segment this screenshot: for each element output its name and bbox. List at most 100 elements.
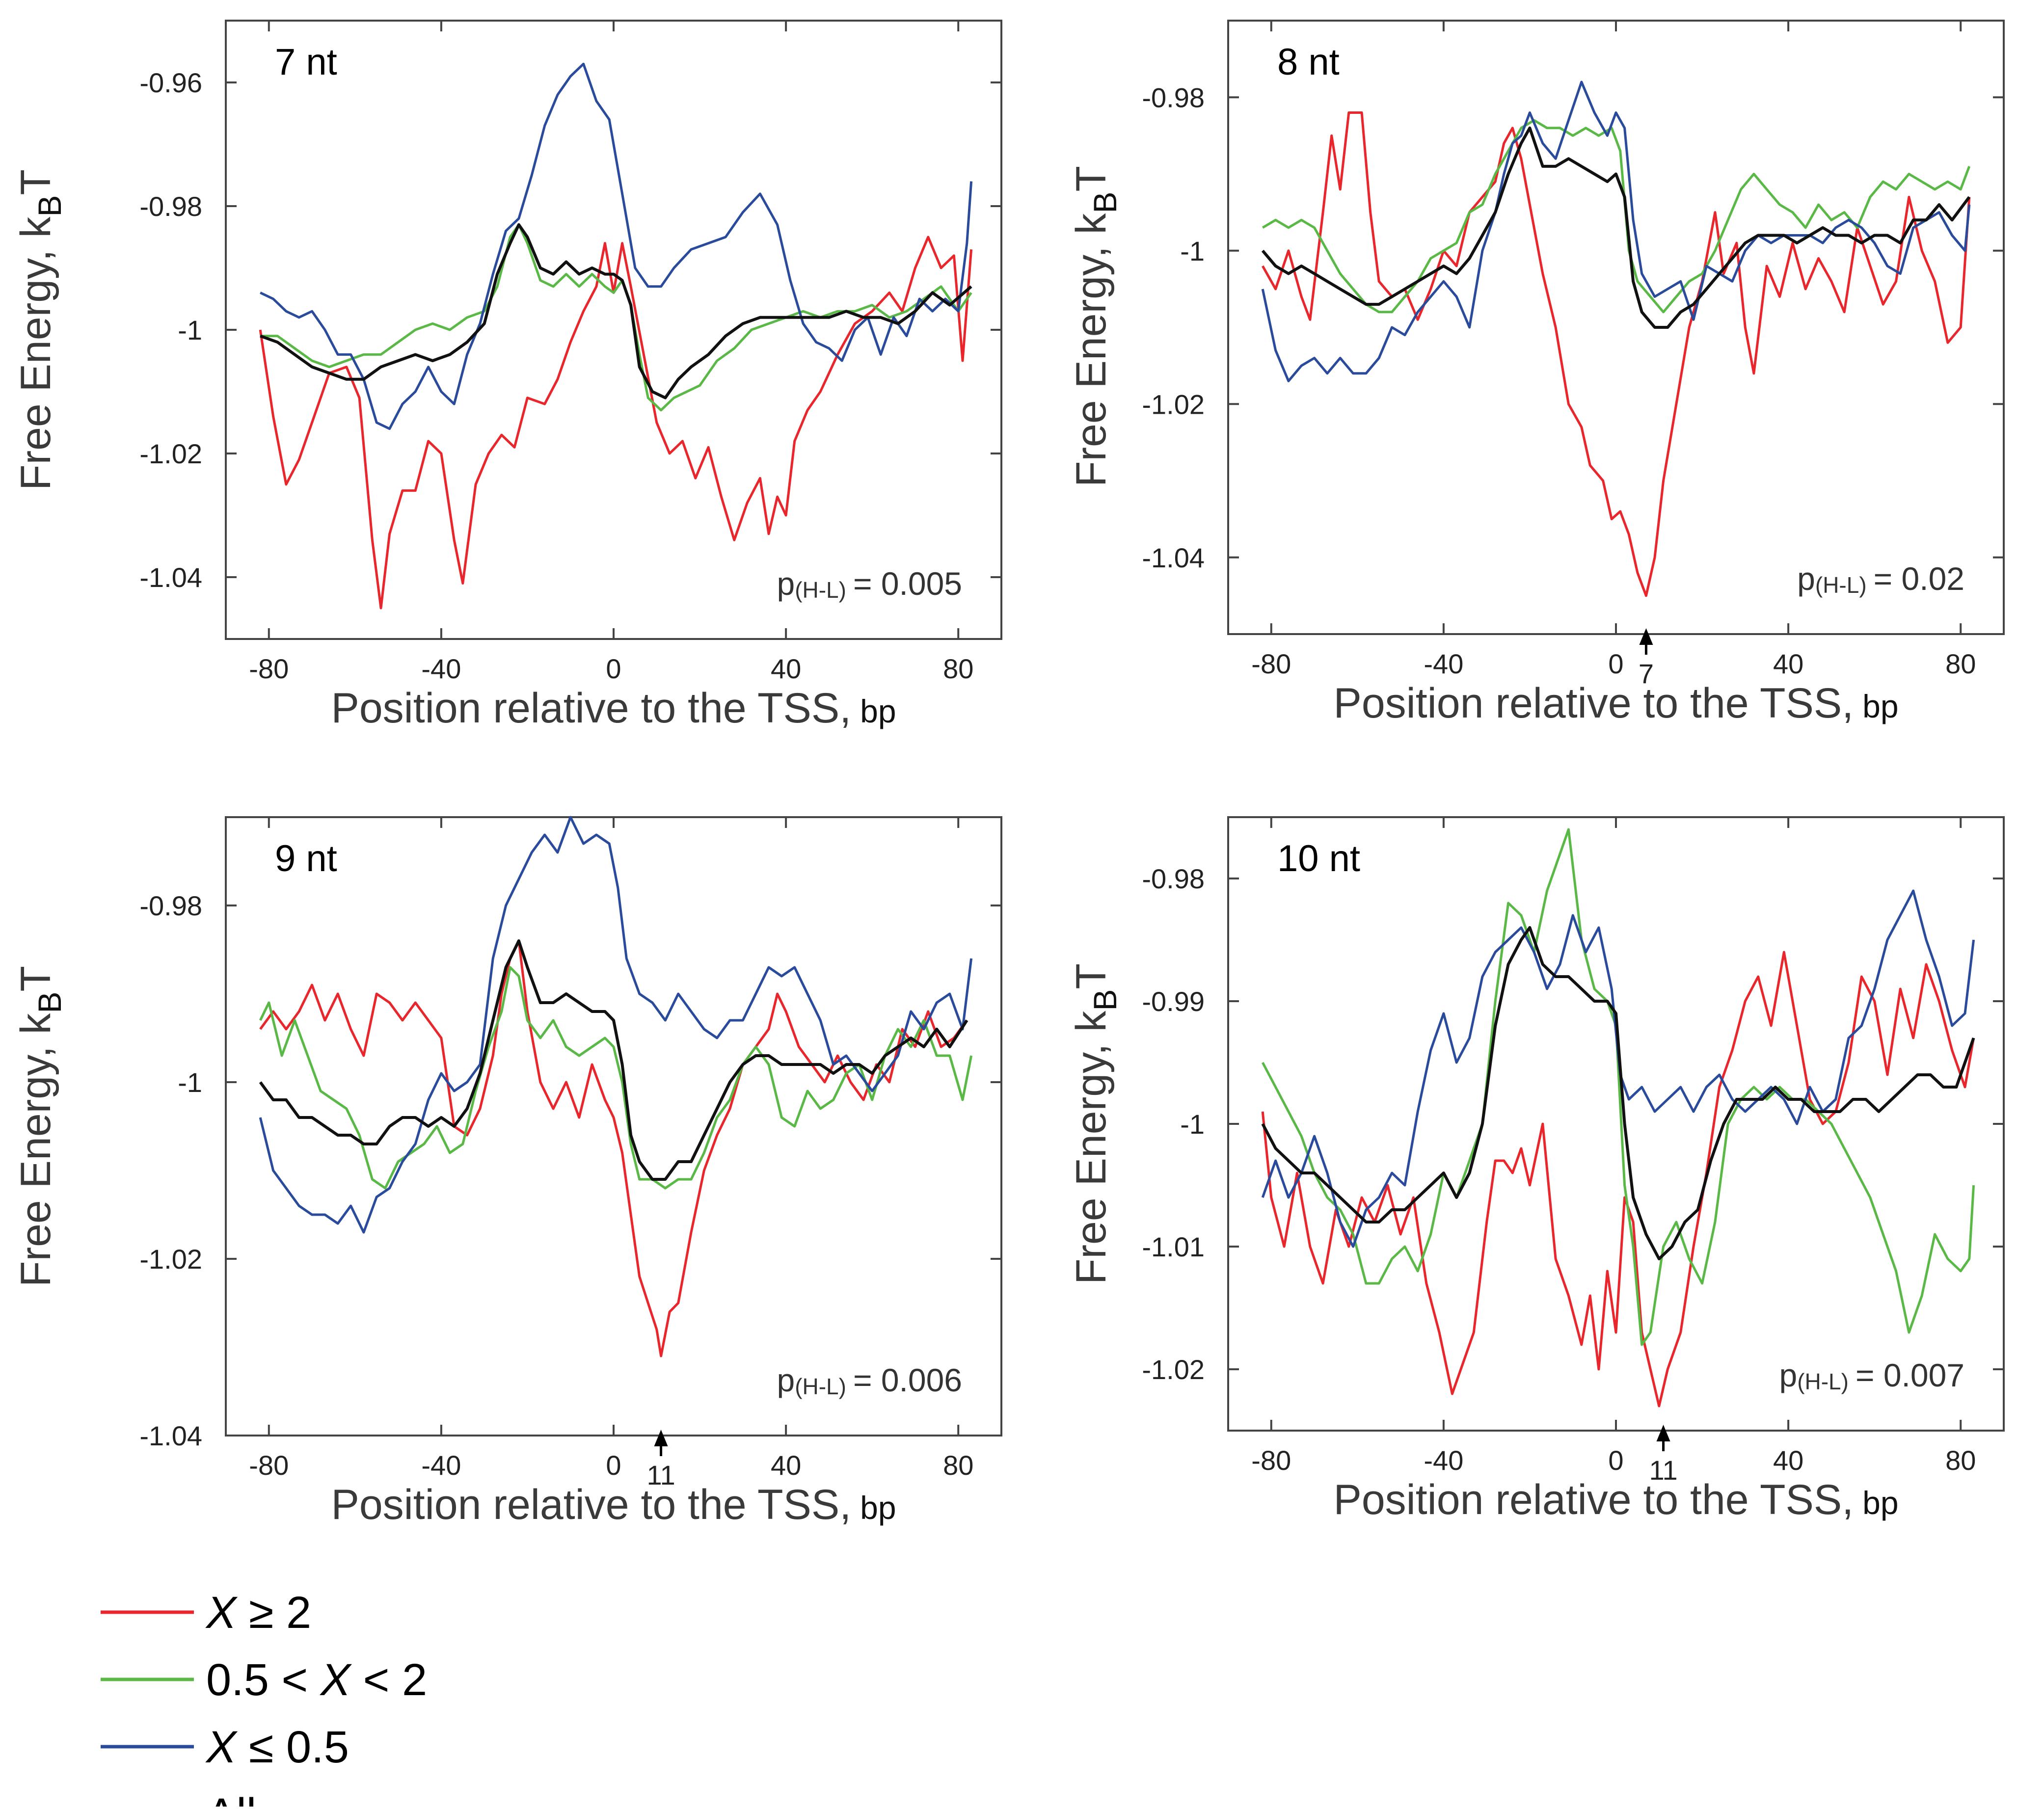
x-tick-label: 40 [1773,1445,1803,1476]
x-axis-unit: bp [860,1490,896,1526]
series-line-high [1261,951,1975,1408]
y-tick-label: -1 [178,1067,202,1098]
chart-panel-10-nt: -1.02 -1.01 -1 -0.99 -0.98 -80 -40 0 40 80 10 nt p(… [1068,816,2005,1523]
y-tick-label: -0.99 [1142,986,1205,1017]
x-axis-label: Position relative to the TSS, bp [331,1481,896,1528]
x-axis-label-main: Position relative to the TSS, [331,685,851,732]
y-tick-label: -1.04 [139,562,202,593]
y-tick-label: -1 [1180,1109,1205,1140]
arrow-up-icon [1639,628,1653,645]
y-axis-label-subscript: B [1087,989,1123,1011]
series-line-mid [260,223,972,412]
series-line-low [259,816,973,1234]
series-line-low [260,62,973,430]
y-tick-label: -1.01 [1142,1231,1205,1262]
y-axis-label-tail: T [1068,166,1115,192]
series-line-low [1261,80,1971,382]
x-axis-label: Position relative to the TSS, bp [1333,1476,1898,1523]
legend-label-var: X [205,1588,238,1638]
series-line-mid [259,966,973,1190]
p-value-number: = 0.02 [1874,560,1964,597]
y-tick-label: -1 [1180,236,1205,266]
series-line-mid [1261,828,1975,1346]
arrow-label: 11 [646,1460,675,1490]
x-tick-label: -80 [1251,648,1291,679]
p-value-prefix: p [777,565,795,602]
chart-panels: -1.04-1.02-1-0.98-0.96-80 -40 0 40 807 ntp(H… [12,20,2005,1528]
y-axis-label: Free Energy, kBT [1068,166,1123,487]
legend-label: 0.5 < X < 2 [206,1655,427,1705]
x-tick-label: 80 [1945,1445,1976,1476]
legend-item: X ≤ 0.5 [101,1722,349,1772]
y-axis-label-main: Free Energy, k [12,1012,59,1287]
series-line-all [259,939,968,1181]
y-tick-label: -1 [178,315,202,346]
y-tick-label: -0.98 [139,191,202,222]
y-tick-label: -1.02 [1142,389,1205,420]
x-tick-label: 40 [1773,648,1803,679]
x-tick-label: -40 [421,1450,461,1481]
legend-item: X ≥ 2 [101,1588,311,1638]
series-line-high [1262,111,1971,597]
plot-frame [1227,816,2005,1432]
p-value-number: = 0.006 [853,1362,962,1398]
series-line-all [1261,126,1971,329]
x-tick-label: 80 [943,653,973,684]
plot-frame [225,816,1002,1437]
x-axis-label-main: Position relative to the TSS, [1333,680,1854,727]
legend-label-var: X [320,1655,352,1705]
y-axis-label: Free Energy, kBT [12,966,68,1287]
y-axis-label-tail: T [12,966,59,992]
y-tick-label: -1.02 [1142,1354,1205,1385]
y-tick-label: -1.04 [139,1420,202,1451]
series-line-all [260,223,972,399]
arrow-label: 11 [1649,1455,1677,1486]
series-line-all [1261,926,1975,1260]
legend-label-post: ≥ 2 [236,1588,311,1638]
y-tick-label: -1.04 [1142,542,1205,573]
series-line-high [259,236,973,610]
x-tick-label: 0 [606,1450,621,1481]
p-value-number: = 0.007 [1856,1357,1964,1393]
legend-label-post: < 2 [350,1655,427,1705]
x-axis-unit: bp [860,693,896,729]
p-value-subscript: (H-L) [795,1374,846,1399]
y-axis-label: Free Energy, kBT [12,169,68,490]
x-tick-label: -40 [1424,1445,1463,1476]
y-axis-label-main: Free Energy, k [12,216,59,490]
p-value-prefix: p [1779,1357,1797,1393]
y-axis-label: Free Energy, kBT [1068,963,1123,1284]
y-axis-label-tail: T [1068,963,1115,989]
y-axis-label-main: Free Energy, k [1068,1010,1115,1284]
p-value-subscript: (H-L) [1797,1369,1849,1394]
p-value-subscript: (H-L) [795,577,846,603]
x-axis-unit: bp [1862,1485,1898,1521]
legend-item: 0.5 < X < 2 [101,1655,427,1705]
panel-title: 10 nt [1277,838,1360,879]
legend: X ≥ 2 0.5 < X < 2 X ≤ 0.5 All [101,1588,427,1809]
x-tick-label: -80 [249,653,289,684]
y-axis-label-subscript: B [1087,191,1123,213]
y-axis-label-main: Free Energy, k [1068,213,1115,487]
chart-panel-8-nt: -1.04 -1.02 -1 -0.98 -80 -40 0 40 80 8 nt p(H-L) = … [1068,20,2005,727]
x-axis-label: Position relative to the TSS, bp [1333,680,1898,727]
x-tick-label: 0 [1608,648,1623,679]
panel-title: 9 nt [275,838,337,879]
x-tick-label: 80 [1945,648,1976,679]
chart-panel-7-nt: -1.04 -1.02 -1 -0.98 -0.96 -80 -40 0 40 80 7 nt p(H… [12,20,1002,732]
arrow-up-icon [654,1430,668,1446]
series-line-high [259,939,968,1357]
x-axis-unit: bp [1862,688,1898,724]
p-value-prefix: p [1797,560,1815,597]
y-tick-label: -1.02 [139,438,202,469]
x-tick-label: -80 [249,1450,289,1481]
p-value-prefix: p [777,1362,795,1398]
p-value-annotation: p(H-L) = 0.006 [777,1362,962,1399]
legend-label-pre: All [206,1789,256,1807]
x-axis-label-main: Position relative to the TSS, [1333,1476,1854,1523]
p-value-subscript: (H-L) [1815,572,1867,598]
y-tick-label: -0.98 [139,890,202,921]
y-tick-label: -0.98 [1142,82,1205,113]
